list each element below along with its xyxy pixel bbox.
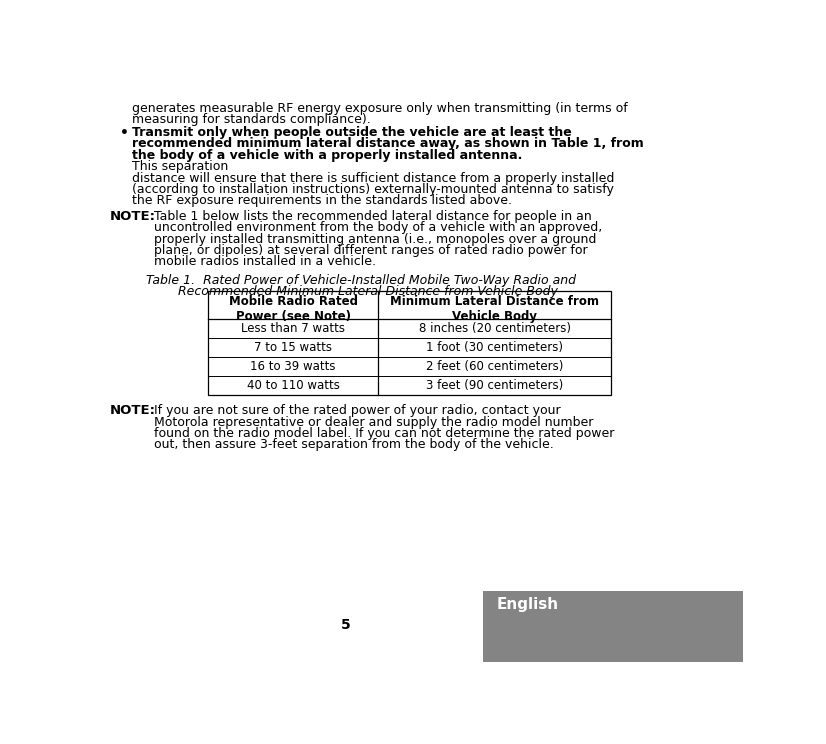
Text: generates measurable RF energy exposure only when transmitting (in terms of: generates measurable RF energy exposure … xyxy=(132,102,628,115)
Text: properly installed transmitting antenna (i.e., monopoles over a ground: properly installed transmitting antenna … xyxy=(154,233,596,246)
Text: Mobile Radio Rated
Power (see Note): Mobile Radio Rated Power (see Note) xyxy=(229,295,358,323)
Text: 7 to 15 watts: 7 to 15 watts xyxy=(254,341,332,354)
Text: Minimum Lateral Distance from
Vehicle Body: Minimum Lateral Distance from Vehicle Bo… xyxy=(390,295,599,323)
Text: 40 to 110 watts: 40 to 110 watts xyxy=(247,379,339,391)
Text: found on the radio model label. If you can not determine the rated power: found on the radio model label. If you c… xyxy=(154,427,614,440)
Text: 16 to 39 watts: 16 to 39 watts xyxy=(250,360,336,373)
Text: out, then assure 3-feet separation from the body of the vehicle.: out, then assure 3-feet separation from … xyxy=(154,438,553,452)
Text: Recommended Minimum Lateral Distance from Vehicle Body: Recommended Minimum Lateral Distance fro… xyxy=(146,285,558,298)
Text: •: • xyxy=(121,126,129,140)
Text: English: English xyxy=(497,597,559,612)
Text: Motorola representative or dealer and supply the radio model number: Motorola representative or dealer and su… xyxy=(154,416,593,429)
Text: 8 inches (20 centimeters): 8 inches (20 centimeters) xyxy=(419,322,571,335)
Bar xyxy=(208,292,611,394)
Text: mobile radios installed in a vehicle.: mobile radios installed in a vehicle. xyxy=(154,255,376,269)
Text: uncontrolled environment from the body of a vehicle with an approved,: uncontrolled environment from the body o… xyxy=(154,221,602,234)
Text: 2 feet (60 centimeters): 2 feet (60 centimeters) xyxy=(426,360,563,373)
Text: distance will ensure that there is sufficient distance from a properly installed: distance will ensure that there is suffi… xyxy=(132,172,615,185)
Text: Table 1.  Rated Power of Vehicle-Installed Mobile Two-Way Radio and: Table 1. Rated Power of Vehicle-Installe… xyxy=(146,274,576,286)
Text: Transmit only when people outside the vehicle are at least the: Transmit only when people outside the ve… xyxy=(132,126,572,139)
Text: NOTE:: NOTE: xyxy=(110,210,155,223)
Text: Table 1 below lists the recommended lateral distance for people in an: Table 1 below lists the recommended late… xyxy=(154,210,591,223)
Text: Less than 7 watts: Less than 7 watts xyxy=(241,322,345,335)
Text: 3 feet (90 centimeters): 3 feet (90 centimeters) xyxy=(426,379,563,391)
Text: 5: 5 xyxy=(341,618,351,632)
Text: 1 foot (30 centimeters): 1 foot (30 centimeters) xyxy=(426,341,563,354)
Text: (according to installation instructions) externally-mounted antenna to satisfy: (according to installation instructions)… xyxy=(132,183,614,196)
Text: NOTE:: NOTE: xyxy=(110,404,155,417)
Text: recommended minimum lateral distance away, as shown in Table 1, from: recommended minimum lateral distance awa… xyxy=(132,138,643,150)
Text: the body of a vehicle with a properly installed antenna.: the body of a vehicle with a properly in… xyxy=(132,149,522,162)
Text: This separation: This separation xyxy=(132,160,228,173)
Text: the RF exposure requirements in the standards listed above.: the RF exposure requirements in the stan… xyxy=(132,194,512,208)
Text: If you are not sure of the rated power of your radio, contact your: If you are not sure of the rated power o… xyxy=(154,404,560,417)
Text: plane, or dipoles) at several different ranges of rated radio power for: plane, or dipoles) at several different … xyxy=(154,244,587,257)
Bar xyxy=(483,591,743,662)
Text: measuring for standards compliance).: measuring for standards compliance). xyxy=(132,113,371,126)
